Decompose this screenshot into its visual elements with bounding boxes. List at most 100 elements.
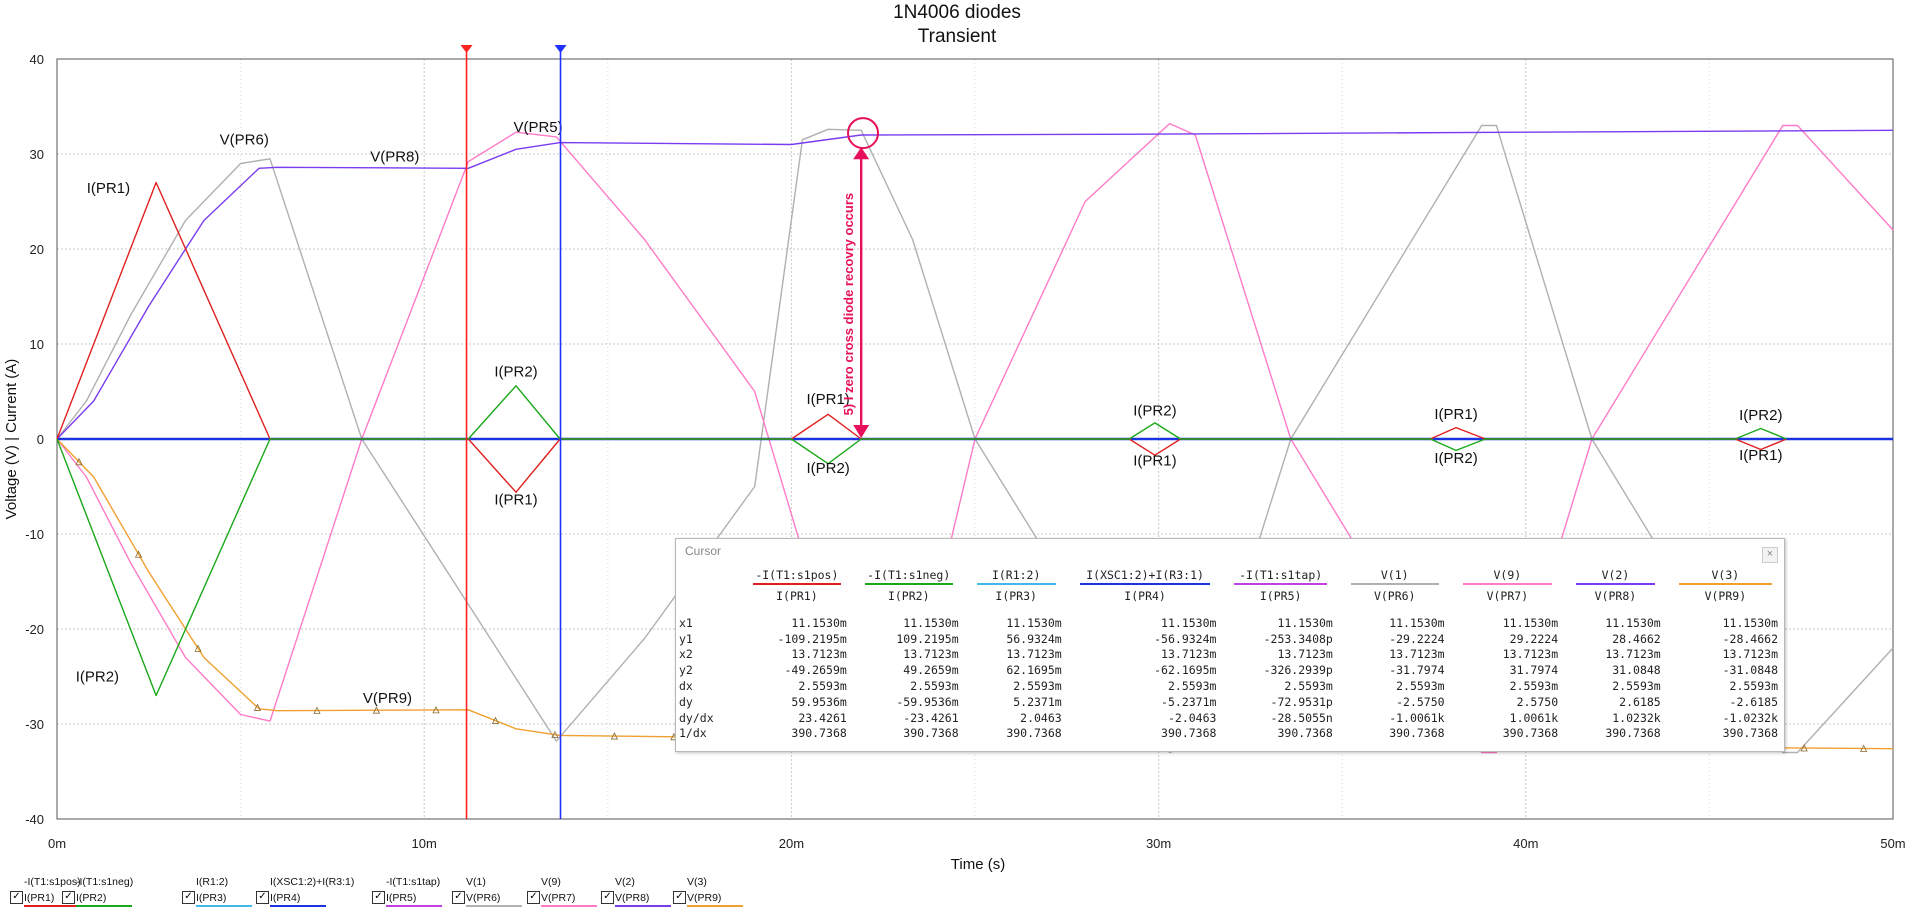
cursor-value: -109.2195m bbox=[777, 631, 847, 646]
cursor-value: -31.0848 bbox=[1722, 663, 1778, 678]
legend-checkbox[interactable]: ✓ bbox=[372, 891, 385, 904]
data-point-marker bbox=[372, 706, 381, 714]
cursor-row: dy/dx 23.4261 -23.4261 2.0463 -2.0463 -28.505… bbox=[676, 710, 1784, 726]
series-line-ipr1[interactable] bbox=[56, 181, 1787, 493]
cursor-value: -59.9536m bbox=[896, 694, 959, 709]
cursor-column-probe: V(PR6) bbox=[1373, 588, 1416, 603]
cursor-value: 11.1530m bbox=[1389, 615, 1445, 630]
cursor-row-label: dy bbox=[679, 694, 693, 709]
cursor-column-probe: V(PR8) bbox=[1594, 588, 1637, 603]
cursor-value: -2.5750 bbox=[1396, 694, 1445, 709]
legend-expr: V(1) bbox=[466, 876, 486, 888]
x-tick-label: 0m bbox=[48, 836, 66, 851]
cursor-value: 2.5593m bbox=[1013, 679, 1062, 694]
cursor-value: -1.0061k bbox=[1389, 710, 1445, 725]
cursor-column-expr: -I(T1:s1tap) bbox=[1222, 567, 1338, 586]
cursor-value: 109.2195m bbox=[896, 631, 959, 646]
data-point-marker bbox=[253, 703, 262, 711]
cursor-column-expr: I(R1:2) bbox=[965, 567, 1068, 586]
cursor-value: 390.7368 bbox=[1161, 726, 1217, 741]
cursor-value: 390.7368 bbox=[791, 726, 847, 741]
cursor-column-probe: I(PR3) bbox=[995, 588, 1037, 603]
legend-expr: -I(T1:s1tap) bbox=[386, 876, 441, 888]
series-label: I(PR2) bbox=[494, 363, 537, 380]
legend-checkbox[interactable]: ✓ bbox=[182, 891, 195, 904]
cursor-panel[interactable]: Cursor × -I(T1:s1pos) -I(T1:s1neg) I(R1:2)… bbox=[675, 538, 1785, 752]
transient-plot[interactable]: 1N4006 diodes Transient 0m 10m 20m 30m 40m 50m 4… bbox=[0, 0, 1915, 872]
series-line-vpr6[interactable] bbox=[56, 124, 1894, 754]
series-label: I(PR1) bbox=[87, 180, 130, 197]
legend-expr: -I(T1:s1neg) bbox=[76, 876, 134, 888]
cursor-value: 11.1530m bbox=[1502, 615, 1559, 630]
cursor-value: 28.4662 bbox=[1612, 631, 1661, 646]
cursor-value: 62.1695m bbox=[1006, 663, 1062, 678]
legend-checkbox[interactable]: ✓ bbox=[62, 891, 75, 904]
legend-checkbox[interactable]: ✓ bbox=[10, 891, 23, 904]
cursor-value: -62.1695m bbox=[1154, 663, 1217, 678]
cursor-column-expr-label: V(1) bbox=[1350, 568, 1439, 585]
series-label: I(PR1) bbox=[494, 492, 537, 509]
x-tick-label: 10m bbox=[412, 836, 437, 851]
legend-checkbox[interactable]: ✓ bbox=[527, 891, 540, 904]
legend-checkbox[interactable]: ✓ bbox=[452, 891, 465, 904]
series-label: I(PR2) bbox=[1133, 402, 1176, 419]
annotation-arrow-head bbox=[853, 147, 870, 160]
x-tick-label: 50m bbox=[1880, 836, 1905, 851]
cursor-value: 2.6185 bbox=[1619, 694, 1661, 709]
cursor-spacer-row bbox=[676, 605, 1784, 615]
cursor-value: 390.7368 bbox=[1006, 726, 1062, 741]
legend-probe: V(PR7) bbox=[541, 892, 576, 904]
cursor-column-probe: V(PR7) bbox=[1486, 588, 1529, 603]
cursor-value: 13.7123m bbox=[1006, 647, 1062, 662]
cursor-value: -2.0463 bbox=[1167, 710, 1217, 725]
cursor-value: 31.0848 bbox=[1612, 663, 1661, 678]
legend-checkbox[interactable]: ✓ bbox=[256, 891, 269, 904]
legend-probe: V(PR6) bbox=[466, 892, 501, 904]
cursor-value: -5.2371m bbox=[1161, 694, 1217, 709]
x-tick-label: 30m bbox=[1146, 836, 1171, 851]
cursor-row: x2 13.7123m 13.7123m 13.7123m 13.7123m 13.712… bbox=[676, 647, 1784, 663]
data-point-marker bbox=[610, 732, 619, 740]
cursor-value: -2.6185 bbox=[1729, 694, 1778, 709]
cursor-value: 49.2659m bbox=[903, 663, 959, 678]
cursor-value: 390.7368 bbox=[1277, 726, 1333, 741]
cursor-row: y2 -49.2659m 49.2659m 62.1695m -62.1695m -326… bbox=[676, 662, 1784, 678]
series-label: I(PR2) bbox=[1434, 450, 1477, 467]
legend-checkbox[interactable]: ✓ bbox=[601, 891, 614, 904]
y-axis-label: Voltage (V) | Current (A) bbox=[3, 359, 20, 520]
cursor-value: 1.0232k bbox=[1612, 710, 1661, 725]
legend-swatch bbox=[24, 905, 80, 907]
cursor-value: 56.9324m bbox=[1006, 631, 1062, 646]
legend-checkbox[interactable]: ✓ bbox=[673, 891, 686, 904]
y-tick-label: 20 bbox=[30, 242, 44, 257]
cursor-value: 11.1530m bbox=[1722, 615, 1778, 630]
data-point-marker bbox=[491, 716, 500, 724]
series-label: V(PR6) bbox=[220, 132, 269, 149]
legend-probe: V(PR8) bbox=[615, 892, 650, 904]
series-label: I(PR1) bbox=[1739, 447, 1782, 464]
cursor-value: 11.1530m bbox=[1277, 615, 1333, 630]
cursor-row-label: y1 bbox=[679, 631, 693, 646]
y-tick-label: 40 bbox=[30, 52, 44, 67]
cursor-column-expr: -I(T1:s1pos) bbox=[741, 567, 853, 586]
cursor-handle-x2[interactable] bbox=[554, 45, 567, 53]
legend-probe: V(PR9) bbox=[687, 892, 722, 904]
annotation-arrow-head bbox=[853, 425, 870, 438]
cursor-row: dy 59.9536m -59.9536m 5.2371m -5.2371m -72.95… bbox=[676, 694, 1784, 710]
legend: -I(T1:s1pos) ✓ I(PR1) -I(T1:s1neg) ✓ I(PR2) I(… bbox=[0, 872, 1915, 908]
close-icon[interactable]: × bbox=[1762, 547, 1778, 563]
data-point-marker bbox=[1859, 744, 1868, 752]
cursor-column-expr-label: I(XSC1:2)+I(R3:1) bbox=[1079, 568, 1211, 585]
chart-title: 1N4006 diodes bbox=[893, 2, 1021, 23]
cursor-value: 390.7368 bbox=[1722, 726, 1778, 741]
legend-swatch bbox=[466, 905, 522, 907]
cursor-value: -28.5055n bbox=[1270, 710, 1333, 725]
legend-swatch bbox=[196, 905, 252, 907]
cursor-handle-x1[interactable] bbox=[460, 45, 473, 53]
series-line-vpr8[interactable] bbox=[56, 129, 1894, 440]
series-line-ipr2[interactable] bbox=[56, 385, 1787, 697]
cursor-value: 11.1530m bbox=[1605, 615, 1661, 630]
cursor-value: 2.5593m bbox=[798, 679, 847, 694]
cursor-column-probe: I(PR5) bbox=[1259, 588, 1302, 603]
cursor-value: 13.7123m bbox=[791, 647, 847, 662]
